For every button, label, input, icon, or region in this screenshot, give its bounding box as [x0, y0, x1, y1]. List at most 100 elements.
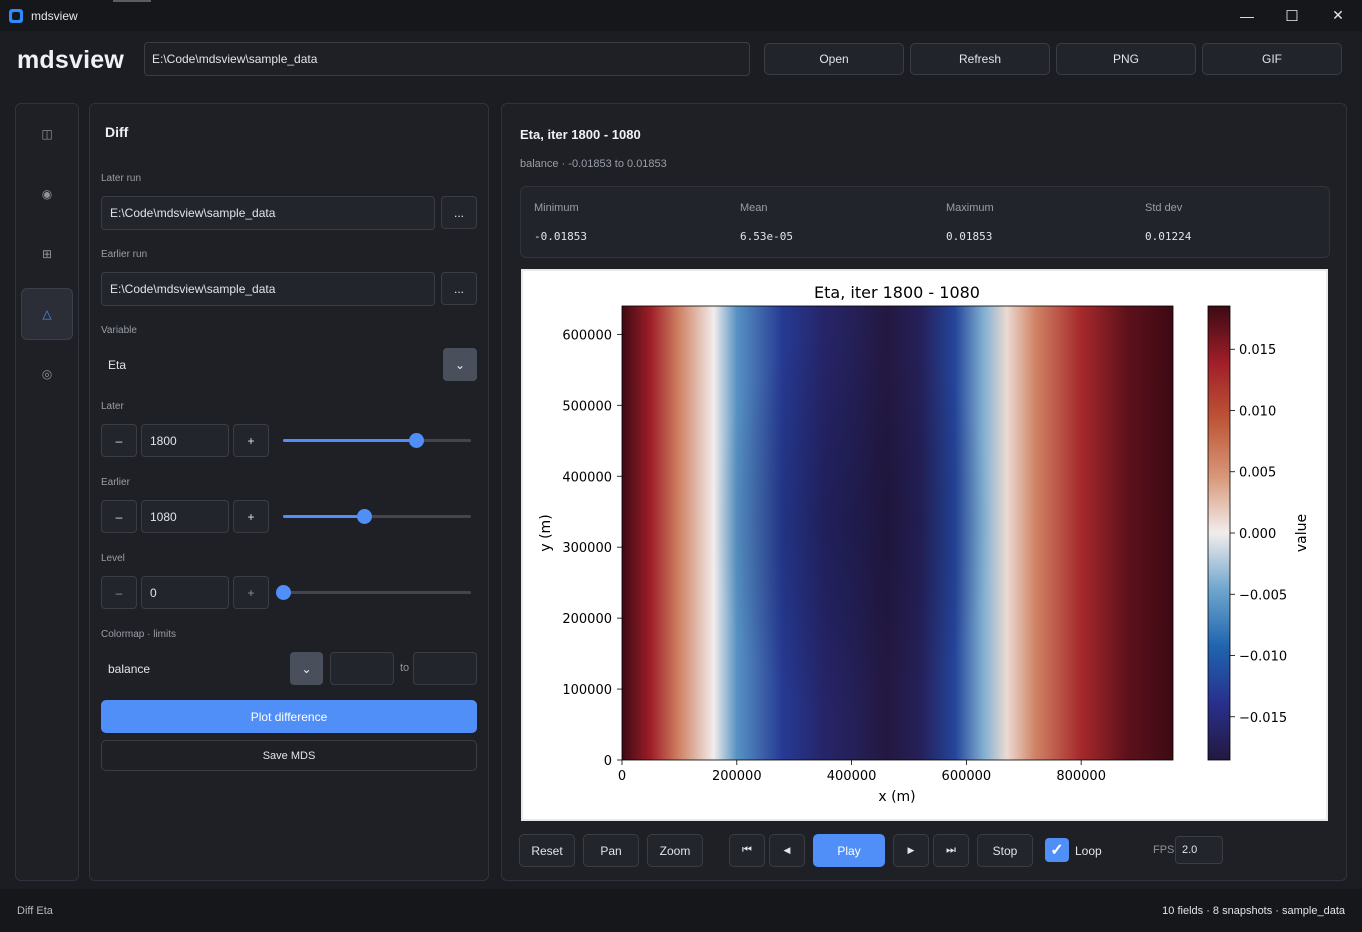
- later-run-label: Later run: [101, 173, 142, 184]
- plot-title: Eta, iter 1800 - 1080: [520, 127, 641, 142]
- status-bar: Diff Eta 10 fields · 8 snapshots · sampl…: [0, 889, 1362, 932]
- variable-select[interactable]: Eta: [108, 358, 127, 372]
- loop-label: Loop: [1075, 844, 1102, 858]
- minimize-button[interactable]: —: [1240, 7, 1254, 24]
- y-tick-label: 200000: [562, 612, 612, 627]
- y-tick-label: 500000: [562, 399, 612, 414]
- colormap-select[interactable]: balance: [108, 662, 151, 676]
- heatmap-shading: [713, 321, 993, 721]
- level-label: Level: [101, 553, 125, 564]
- nav-triangle-icon[interactable]: △: [21, 288, 73, 340]
- variable-label: Variable: [101, 325, 137, 336]
- maximize-button[interactable]: ☐: [1285, 7, 1299, 25]
- pan-button[interactable]: Pan: [583, 834, 639, 867]
- earlier-iter-input[interactable]: [141, 500, 229, 533]
- later-run-browse-button[interactable]: ...: [441, 196, 477, 229]
- y-tick-label: 300000: [562, 541, 612, 556]
- status-message: Diff Eta: [17, 905, 53, 917]
- next-frame-icon[interactable]: ▶: [893, 834, 929, 867]
- colorbar-label: value: [1294, 514, 1310, 552]
- nav-layers-icon[interactable]: ◎: [41, 367, 53, 381]
- y-axis: 0 100000 200000 300000 400000 500000 600000: [562, 328, 622, 769]
- plot-figure[interactable]: Eta, iter 1800 - 1080 0 200000 400000 60000…: [521, 269, 1328, 821]
- y-tick-label: 0: [604, 754, 612, 769]
- level-decrement-button[interactable]: –: [101, 576, 137, 609]
- gif-button[interactable]: GIF: [1202, 43, 1342, 75]
- earlier-decrement-button[interactable]: –: [101, 500, 137, 533]
- later-run-input[interactable]: [101, 196, 435, 230]
- colormap-min-input[interactable]: [330, 652, 394, 685]
- y-tick-label: 400000: [562, 470, 612, 485]
- colorbar-tick-label: 0.010: [1239, 404, 1276, 419]
- png-button[interactable]: PNG: [1056, 43, 1196, 75]
- earlier-run-label: Earlier run: [101, 249, 148, 260]
- play-button[interactable]: Play: [813, 834, 885, 867]
- x-axis-label: x (m): [878, 789, 915, 805]
- y-tick-label: 100000: [562, 683, 612, 698]
- x-tick-label: 800000: [1056, 769, 1106, 784]
- later-slider-handle[interactable]: [409, 433, 425, 448]
- colorbar-tick-label: −0.015: [1239, 711, 1287, 726]
- y-tick-label: 600000: [562, 328, 612, 343]
- close-button[interactable]: ✕: [1332, 7, 1344, 23]
- save-mds-button[interactable]: Save MDS: [101, 740, 477, 771]
- data-path-input[interactable]: [144, 42, 750, 76]
- later-decrement-button[interactable]: –: [101, 424, 137, 457]
- colorbar-tick-label: −0.010: [1239, 650, 1287, 665]
- colormap-dropdown-chevron-icon[interactable]: ⌄: [290, 652, 323, 685]
- earlier-run-input[interactable]: [101, 272, 435, 306]
- x-tick-label: 600000: [942, 769, 992, 784]
- variable-dropdown-chevron-icon[interactable]: ⌄: [443, 348, 477, 381]
- x-axis: 0 200000 400000 600000 800000: [618, 760, 1106, 784]
- later-iter-input[interactable]: [141, 424, 229, 457]
- panel-title: Diff: [105, 124, 129, 140]
- plot-subtitle: balance · -0.01853 to 0.01853: [520, 158, 667, 170]
- app-header: mdsview Open Refresh PNG GIF: [0, 31, 1362, 89]
- colorbar-tick-label: 0.005: [1239, 466, 1276, 481]
- title-accent: [113, 0, 151, 2]
- fps-input[interactable]: [1175, 836, 1223, 864]
- level-slider[interactable]: [276, 585, 471, 600]
- check-icon: ✓: [1050, 842, 1064, 859]
- earlier-slider-handle[interactable]: [356, 509, 372, 524]
- earlier-increment-button[interactable]: +: [233, 500, 269, 533]
- earlier-slider[interactable]: [283, 509, 471, 524]
- y-axis-label: y (m): [538, 514, 554, 551]
- nav-target-icon[interactable]: ◉: [41, 187, 53, 201]
- stats-card: Minimum -0.01853 Mean 6.53e-05 Maximum 0…: [520, 186, 1330, 258]
- stop-button[interactable]: Stop: [977, 834, 1033, 867]
- stat-maximum-label: Maximum: [946, 202, 994, 214]
- stat-mean-value: 6.53e-05: [740, 230, 793, 243]
- x-tick-label: 200000: [712, 769, 762, 784]
- stat-minimum-label: Minimum: [534, 202, 579, 214]
- chart-title: Eta, iter 1800 - 1080: [814, 283, 980, 302]
- earlier-run-browse-button[interactable]: ...: [441, 272, 477, 305]
- later-slider[interactable]: [283, 433, 471, 448]
- nav-columns-icon[interactable]: ◫: [41, 127, 53, 141]
- loop-checkbox[interactable]: ✓: [1045, 838, 1069, 862]
- prev-frame-icon[interactable]: ◀: [769, 834, 805, 867]
- level-increment-button[interactable]: +: [233, 576, 269, 609]
- dataset-summary: 10 fields · 8 snapshots · sample_data: [1162, 905, 1345, 917]
- heatmap-chart[interactable]: Eta, iter 1800 - 1080 0 200000 400000 60000…: [523, 271, 1326, 819]
- limits-to-label: to: [400, 662, 410, 674]
- x-tick-label: 400000: [827, 769, 877, 784]
- stat-maximum-value: 0.01853: [946, 230, 993, 243]
- stat-minimum-value: -0.01853: [534, 230, 587, 243]
- x-tick-label: 0: [618, 769, 626, 784]
- plot-difference-button[interactable]: Plot difference: [101, 700, 477, 733]
- level-slider-handle[interactable]: [276, 585, 291, 600]
- reset-view-button[interactable]: Reset: [519, 834, 575, 867]
- zoom-button[interactable]: Zoom: [647, 834, 703, 867]
- earlier-slider-fill: [283, 515, 364, 518]
- first-frame-icon[interactable]: ⏮: [729, 834, 765, 867]
- colormap-max-input[interactable]: [413, 652, 477, 685]
- nav-grid-icon[interactable]: ⊞: [41, 247, 53, 261]
- last-frame-icon[interactable]: ⏭: [933, 834, 969, 867]
- level-input[interactable]: [141, 576, 229, 609]
- colorbar-tick-label: 0.000: [1239, 527, 1276, 542]
- later-increment-button[interactable]: +: [233, 424, 269, 457]
- refresh-button[interactable]: Refresh: [910, 43, 1050, 75]
- open-button[interactable]: Open: [764, 43, 904, 75]
- nav-rail: ◫ ◉ ⊞ △ ◎: [15, 103, 79, 881]
